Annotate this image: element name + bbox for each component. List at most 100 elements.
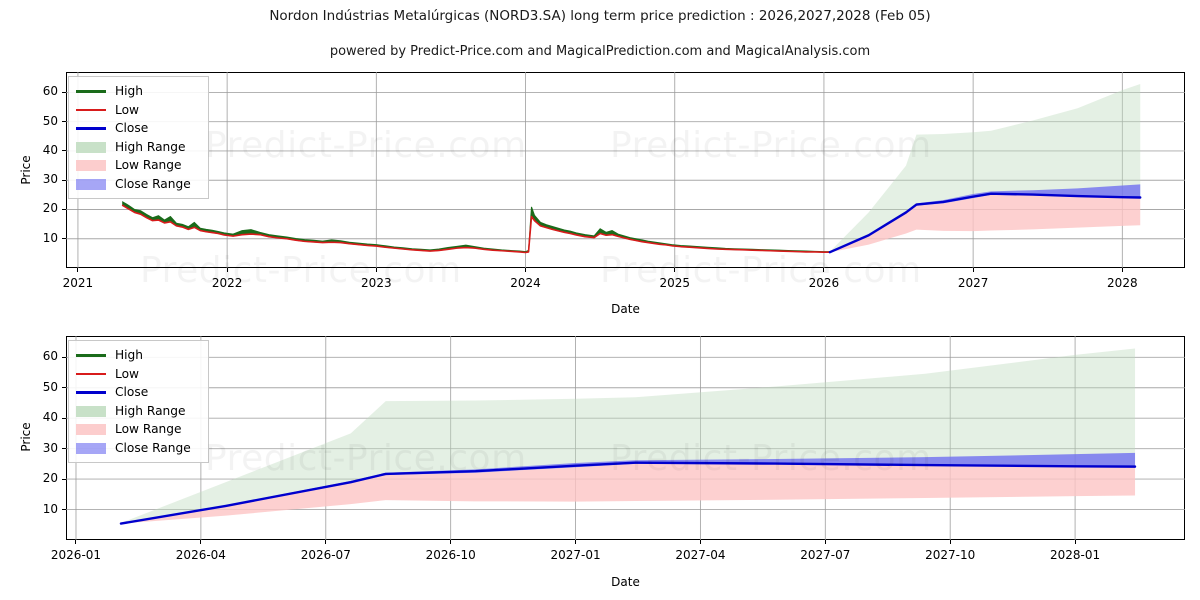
forecast-detail-chart-panel: Price Date High Low Close High Range Low Ran… — [0, 320, 1200, 600]
x-tick-label: 2028-01 — [1050, 548, 1101, 562]
x-tick-label: 2026-07 — [300, 548, 351, 562]
y-tick-mark — [62, 208, 66, 210]
legend-item-low[interactable]: Low — [76, 365, 199, 384]
legend-item-close-range[interactable]: Close Range — [76, 175, 199, 194]
x-tick-label: 2027-07 — [800, 548, 851, 562]
legend-swatch-high-icon — [76, 85, 106, 97]
x-tick-label: 2028 — [1107, 276, 1138, 290]
legend-swatch-close-icon — [76, 386, 106, 398]
y-tick-mark — [62, 121, 66, 123]
legend-item-close-range[interactable]: Close Range — [76, 439, 199, 458]
y-tick-mark — [62, 509, 66, 511]
legend-swatch-low-icon — [76, 368, 106, 380]
y-tick-label: 10 — [42, 230, 58, 245]
legend-item-close[interactable]: Close — [76, 119, 199, 138]
legend-label: Close Range — [115, 176, 191, 191]
close-forecast-line — [830, 194, 1140, 253]
overview-legend: High Low Close High Range Low Range Close Ran… — [68, 76, 209, 199]
x-tick-label: 2026 — [808, 276, 840, 290]
legend-swatch-shape — [76, 354, 106, 357]
legend-swatch-close-icon — [76, 122, 106, 134]
legend-label: High Range — [115, 139, 186, 154]
legend-swatch-shape — [76, 90, 106, 93]
high-range-band — [121, 348, 1135, 523]
legend-label: High Range — [115, 403, 186, 418]
x-tick-mark — [77, 268, 79, 272]
overview-plot-frame — [66, 72, 1185, 268]
x-tick-mark — [1121, 268, 1123, 272]
legend-swatch-low-icon — [76, 104, 106, 116]
x-tick-mark — [823, 268, 825, 272]
legend-item-close[interactable]: Close — [76, 383, 199, 402]
legend-swatch-close-range-icon — [76, 442, 106, 454]
legend-item-high[interactable]: High — [76, 82, 199, 101]
history-low-series — [123, 205, 830, 252]
x-tick-label: 2021 — [62, 276, 94, 290]
x-tick-label: 2027-10 — [925, 548, 976, 562]
legend-swatch-shape — [76, 372, 106, 376]
y-tick-mark — [62, 417, 66, 419]
x-tick-label: 2026-04 — [175, 548, 226, 562]
legend-label: Close Range — [115, 440, 191, 455]
y-tick-label: 40 — [42, 142, 58, 157]
x-tick-mark — [972, 268, 974, 272]
x-tick-mark — [75, 540, 77, 544]
legend-swatch-high-icon — [76, 349, 106, 361]
x-tick-mark — [575, 540, 577, 544]
x-tick-mark — [325, 540, 327, 544]
y-tick-label: 50 — [42, 113, 58, 128]
legend-item-high-range[interactable]: High Range — [76, 402, 199, 421]
forecast-x-axis-label: Date — [611, 575, 640, 589]
y-tick-label: 20 — [42, 471, 58, 486]
legend-label: Low Range — [115, 422, 182, 437]
y-tick-label: 60 — [42, 349, 58, 364]
legend-swatch-shape — [76, 160, 106, 172]
close-forecast-line — [121, 463, 1135, 524]
legend-label: Low Range — [115, 158, 182, 173]
x-tick-mark — [1074, 540, 1076, 544]
x-tick-mark — [200, 540, 202, 544]
watermark-text: Predict-Price.com — [610, 125, 932, 166]
watermark-text: Predict-Price.com — [600, 250, 922, 291]
y-tick-label: 60 — [42, 84, 58, 99]
x-tick-label: 2026-10 — [425, 548, 476, 562]
y-tick-label: 50 — [42, 379, 58, 394]
legend-item-low[interactable]: Low — [76, 101, 199, 120]
forecast-legend: High Low Close High Range Low Range Close Ran… — [68, 340, 209, 463]
watermark-text: Predict-Price.com — [140, 250, 462, 291]
legend-item-high[interactable]: High — [76, 346, 199, 365]
x-tick-label: 2024 — [510, 276, 541, 290]
legend-swatch-close-range-icon — [76, 178, 106, 190]
x-tick-mark — [226, 268, 228, 272]
y-tick-label: 30 — [42, 440, 58, 455]
close-range-band — [830, 184, 1140, 252]
y-tick-mark — [62, 238, 66, 240]
x-tick-label: 2027-01 — [550, 548, 601, 562]
legend-label: Low — [115, 102, 139, 117]
legend-swatch-shape — [76, 424, 106, 436]
legend-swatch-low-range-icon — [76, 423, 106, 436]
close-range-band — [121, 453, 1135, 524]
legend-swatch-shape — [76, 141, 106, 153]
x-tick-mark — [824, 540, 826, 544]
x-tick-mark — [375, 268, 377, 272]
legend-swatch-shape — [76, 108, 106, 112]
legend-item-low-range[interactable]: Low Range — [76, 156, 199, 175]
legend-item-high-range[interactable]: High Range — [76, 138, 199, 157]
forecast-plot-svg — [0, 320, 1200, 600]
x-tick-mark — [450, 540, 452, 544]
x-tick-label: 2027 — [957, 276, 989, 290]
legend-label: Close — [115, 121, 149, 136]
y-tick-label: 30 — [42, 172, 58, 187]
overview-x-axis-label: Date — [611, 302, 640, 316]
y-tick-mark — [62, 478, 66, 480]
overview-chart-panel: Price Date High Low Close High Range Low Ran… — [19, 72, 1185, 316]
legend-label: High — [115, 84, 144, 99]
x-tick-mark — [525, 268, 527, 272]
y-tick-mark — [62, 387, 66, 389]
y-tick-mark — [62, 179, 66, 181]
legend-item-low-range[interactable]: Low Range — [76, 420, 199, 439]
x-tick-label: 2027-04 — [675, 548, 726, 562]
low-range-band — [830, 195, 1140, 252]
